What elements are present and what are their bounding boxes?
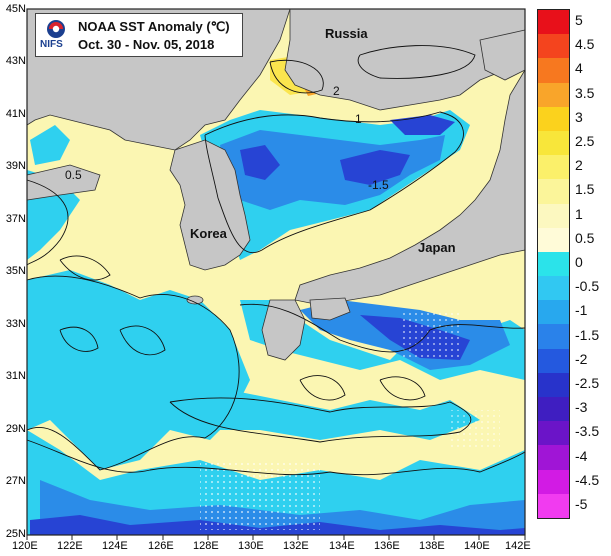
- place-label-korea: Korea: [190, 226, 227, 241]
- x-tick-label: 136E: [374, 540, 400, 552]
- japan-hokkaido: [479, 29, 526, 81]
- legend-swatch: [538, 34, 569, 59]
- legend-label: 0: [575, 254, 583, 270]
- color-legend: [537, 9, 570, 519]
- legend-label: -4: [575, 447, 588, 464]
- axis-ticks: [26, 535, 526, 540]
- legend-swatch: [538, 203, 569, 229]
- y-tick-label: 45N: [5, 3, 26, 15]
- x-tick-label: 126E: [148, 540, 174, 552]
- legend-swatch: [538, 251, 569, 277]
- jeju-island: [186, 295, 204, 305]
- y-tick-label: 25N: [5, 528, 26, 540]
- contour-label: 2: [333, 84, 340, 98]
- legend-label: 2: [575, 157, 583, 174]
- japan-shikoku: [309, 297, 351, 321]
- x-tick-label: 130E: [238, 540, 264, 552]
- map-date-range: Oct. 30 - Nov. 05, 2018: [78, 37, 215, 52]
- legend-label: -0.5: [575, 278, 600, 295]
- legend-label: -3.5: [575, 423, 600, 440]
- legend-label: 0.5: [575, 229, 595, 246]
- legend-label: 1.5: [575, 181, 595, 198]
- legend-label: 2.5: [575, 133, 595, 150]
- y-tick-label: 31N: [5, 370, 26, 382]
- legend-swatch: [538, 445, 569, 471]
- legend-swatch: [538, 130, 569, 156]
- x-tick-label: 138E: [419, 540, 445, 552]
- legend-swatch: [538, 372, 569, 398]
- y-tick-label: 41N: [5, 108, 26, 120]
- legend-label: 3: [575, 108, 583, 125]
- legend-label: 4: [575, 60, 583, 77]
- org-label: NIFS: [40, 39, 63, 50]
- x-tick-label: 132E: [283, 540, 309, 552]
- contour-label: 0.5: [65, 168, 82, 182]
- missing-data-speckle: [200, 460, 320, 530]
- y-tick-label: 37N: [5, 213, 26, 225]
- legend-swatch: [538, 397, 569, 422]
- nifs-logo-icon: [47, 20, 65, 38]
- legend-swatch: [538, 348, 569, 374]
- legend-swatch: [538, 300, 569, 325]
- legend-label: -2.5: [575, 374, 600, 391]
- legend-label: -2: [575, 350, 588, 367]
- legend-swatch: [538, 324, 569, 350]
- x-tick-label: 140E: [464, 540, 490, 552]
- map-title: NOAA SST Anomaly (℃): [78, 19, 230, 34]
- contour-label: -1.5: [368, 178, 389, 192]
- title-box: NIFS NOAA SST Anomaly (℃) Oct. 30 - Nov.…: [35, 13, 243, 57]
- place-label-russia: Russia: [325, 26, 368, 41]
- contour-lines: [26, 45, 526, 476]
- legend-swatch: [538, 227, 569, 253]
- legend-label: -5: [575, 495, 588, 512]
- x-tick-label: 134E: [329, 540, 355, 552]
- contour-label: 1: [355, 112, 362, 126]
- x-tick-label: 122E: [57, 540, 83, 552]
- x-tick-label: 120E: [12, 540, 38, 552]
- japan-kyushu: [261, 299, 306, 361]
- japan-honshu: [294, 68, 526, 306]
- y-tick-label: 33N: [5, 318, 26, 330]
- y-tick-label: 29N: [5, 423, 26, 435]
- map-frame: [26, 8, 526, 536]
- x-tick-label: 124E: [102, 540, 128, 552]
- y-tick-label: 35N: [5, 265, 26, 277]
- y-tick-label: 43N: [5, 55, 26, 67]
- legend-swatch: [538, 10, 569, 35]
- x-tick-label: 142E: [505, 540, 531, 552]
- legend-swatch: [538, 58, 569, 84]
- legend-swatch: [538, 179, 569, 205]
- legend-swatch: [538, 106, 569, 132]
- legend-label: 5: [575, 12, 583, 29]
- y-tick-label: 27N: [5, 475, 26, 487]
- legend-swatch: [538, 276, 569, 301]
- legend-label: 4.5: [575, 36, 595, 53]
- legend-swatch: [538, 82, 569, 108]
- korea-peninsula: [169, 139, 251, 271]
- legend-swatch: [538, 469, 569, 495]
- y-tick-label: 39N: [5, 160, 26, 172]
- legend-label: -1: [575, 302, 588, 319]
- legend-swatch: [538, 155, 569, 180]
- legend-swatch: [538, 421, 569, 446]
- legend-label: 3.5: [575, 84, 595, 101]
- x-tick-label: 128E: [193, 540, 219, 552]
- legend-label: -1.5: [575, 326, 600, 343]
- legend-label: -4.5: [575, 471, 600, 488]
- legend-label: -3: [575, 399, 588, 416]
- place-label-japan: Japan: [418, 240, 456, 255]
- legend-label: 1: [575, 205, 583, 222]
- legend-swatch: [538, 493, 569, 519]
